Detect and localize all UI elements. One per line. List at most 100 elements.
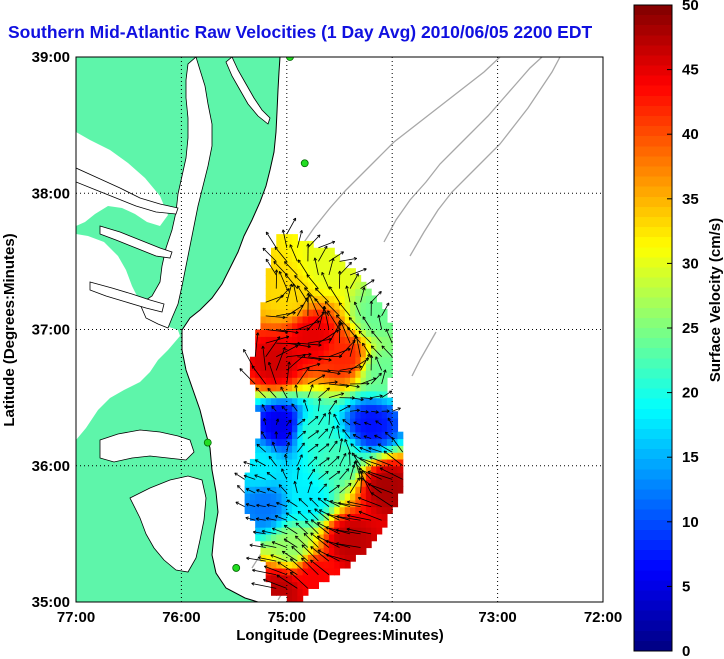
velocity-cell bbox=[323, 247, 330, 256]
velocity-cell bbox=[292, 465, 298, 474]
velocity-cell bbox=[297, 309, 304, 317]
velocity-cell bbox=[355, 547, 362, 555]
velocity-cell bbox=[297, 349, 304, 358]
velocity-vector bbox=[245, 503, 256, 508]
velocity-vector bbox=[307, 509, 319, 521]
vector-head bbox=[287, 431, 291, 435]
velocity-cell bbox=[355, 479, 362, 487]
vector-head bbox=[344, 438, 348, 442]
velocity-cell bbox=[270, 533, 277, 542]
velocity-cell bbox=[260, 540, 267, 549]
velocity-vector bbox=[360, 353, 371, 371]
velocity-cell bbox=[281, 472, 288, 480]
vector-head bbox=[245, 516, 249, 519]
velocity-cell bbox=[302, 343, 309, 351]
velocity-cell bbox=[260, 486, 267, 494]
velocity-cell bbox=[328, 315, 335, 324]
velocity-cell bbox=[307, 315, 314, 324]
velocity-cell bbox=[313, 254, 320, 262]
vector-head bbox=[381, 345, 384, 349]
velocity-cell bbox=[276, 281, 283, 290]
velocity-cell bbox=[381, 336, 388, 344]
velocity-vector bbox=[297, 285, 309, 303]
vector-head bbox=[386, 302, 390, 305]
velocity-cell bbox=[350, 363, 356, 371]
vector-head bbox=[347, 500, 351, 503]
velocity-cell bbox=[307, 418, 314, 426]
velocity-vector bbox=[297, 418, 306, 426]
velocity-cell bbox=[344, 472, 351, 480]
velocity-cell bbox=[302, 281, 309, 290]
velocity-cell bbox=[344, 547, 351, 555]
velocity-cell bbox=[371, 493, 377, 501]
vector-head bbox=[352, 434, 356, 438]
velocity-cell bbox=[255, 349, 262, 358]
velocity-cell bbox=[350, 472, 356, 480]
velocity-cell bbox=[323, 275, 330, 283]
vector-head bbox=[327, 411, 331, 415]
velocity-cell bbox=[344, 520, 351, 528]
velocity-vector bbox=[263, 418, 267, 425]
velocity-cell bbox=[281, 240, 288, 249]
velocity-vector bbox=[354, 301, 361, 317]
velocity-vector bbox=[349, 477, 360, 494]
vector-head bbox=[303, 532, 308, 535]
velocity-cell bbox=[397, 472, 404, 480]
velocity-cell bbox=[350, 349, 356, 358]
velocity-cell bbox=[297, 520, 304, 528]
vector-head bbox=[294, 384, 297, 388]
velocity-cell bbox=[276, 363, 283, 371]
velocity-cell bbox=[270, 384, 277, 392]
velocity-cell bbox=[281, 349, 288, 358]
velocity-vector bbox=[378, 314, 383, 330]
velocity-cell bbox=[350, 479, 356, 487]
velocity-vector bbox=[234, 472, 245, 480]
velocity-vector bbox=[256, 518, 266, 521]
velocity-cell bbox=[265, 574, 272, 583]
velocity-cell bbox=[344, 540, 351, 549]
vector-head bbox=[289, 420, 292, 424]
velocity-cell bbox=[302, 275, 309, 283]
velocity-cell bbox=[371, 322, 377, 331]
vector-head bbox=[334, 381, 338, 384]
velocity-cell bbox=[344, 390, 351, 399]
velocity-cell bbox=[302, 438, 309, 446]
velocity-vector bbox=[286, 499, 298, 507]
velocity-cell bbox=[292, 363, 298, 371]
vector-head bbox=[317, 549, 320, 553]
velocity-vector bbox=[286, 442, 290, 453]
vector-head bbox=[366, 383, 370, 386]
velocity-cell bbox=[292, 527, 298, 535]
vector-head bbox=[365, 410, 369, 413]
velocity-cell bbox=[286, 438, 293, 446]
vector-head bbox=[353, 461, 356, 465]
vector-head bbox=[346, 528, 350, 532]
velocity-vector bbox=[328, 383, 349, 387]
vector-head bbox=[370, 492, 373, 496]
velocity-cell bbox=[302, 336, 309, 344]
velocity-vector bbox=[318, 245, 328, 262]
vector-head bbox=[358, 330, 361, 334]
vector-head bbox=[295, 330, 299, 334]
velocity-cell bbox=[255, 513, 262, 521]
velocity-cell bbox=[307, 404, 314, 412]
velocity-cell bbox=[323, 295, 330, 303]
velocity-cell bbox=[276, 520, 283, 528]
velocity-vector bbox=[289, 244, 298, 262]
velocity-cell bbox=[376, 465, 383, 474]
vector-head bbox=[298, 498, 302, 500]
velocity-cell bbox=[339, 336, 346, 344]
velocity-cell bbox=[344, 561, 351, 569]
velocity-cell bbox=[297, 581, 304, 589]
velocity-cell bbox=[292, 438, 298, 446]
velocity-cell bbox=[323, 322, 330, 331]
velocity-cell bbox=[292, 574, 298, 583]
vector-head bbox=[353, 454, 356, 458]
velocity-vector bbox=[298, 498, 309, 507]
velocity-cell bbox=[265, 404, 272, 412]
velocity-cell bbox=[249, 472, 256, 480]
velocity-cell bbox=[350, 295, 356, 303]
velocity-cell bbox=[276, 431, 283, 440]
velocity-cell bbox=[276, 458, 283, 467]
velocity-cell bbox=[386, 322, 393, 331]
